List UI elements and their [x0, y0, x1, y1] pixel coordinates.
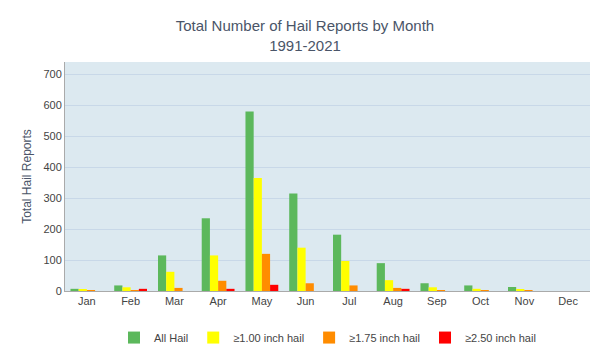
svg-text:500: 500: [43, 130, 61, 142]
svg-text:Total Number of Hail Reports b: Total Number of Hail Reports by Month199…: [176, 17, 434, 54]
svg-text:Jun: Jun: [297, 295, 315, 307]
svg-text:0: 0: [56, 285, 62, 297]
svg-text:300: 300: [43, 192, 61, 204]
svg-text:Jul: Jul: [342, 295, 356, 307]
svg-text:Total Hail Reports: Total Hail Reports: [20, 129, 34, 224]
svg-text:700: 700: [43, 68, 61, 80]
svg-text:≥1.75 inch hail: ≥1.75 inch hail: [349, 332, 420, 344]
svg-text:Nov: Nov: [515, 295, 535, 307]
svg-text:All Hail: All Hail: [154, 332, 188, 344]
svg-text:Sep: Sep: [427, 295, 447, 307]
svg-text:Feb: Feb: [121, 295, 140, 307]
svg-text:Dec: Dec: [558, 295, 578, 307]
svg-text:Aug: Aug: [383, 295, 403, 307]
svg-text:Apr: Apr: [210, 295, 227, 307]
svg-text:200: 200: [43, 223, 61, 235]
svg-text:May: May: [251, 295, 272, 307]
svg-text:100: 100: [43, 254, 61, 266]
svg-text:600: 600: [43, 99, 61, 111]
svg-text:Jan: Jan: [78, 295, 96, 307]
svg-text:Oct: Oct: [472, 295, 489, 307]
svg-text:≥2.50 inch hail: ≥2.50 inch hail: [465, 332, 536, 344]
svg-text:Mar: Mar: [165, 295, 184, 307]
svg-text:≥1.00 inch hail: ≥1.00 inch hail: [233, 332, 304, 344]
svg-text:400: 400: [43, 161, 61, 173]
